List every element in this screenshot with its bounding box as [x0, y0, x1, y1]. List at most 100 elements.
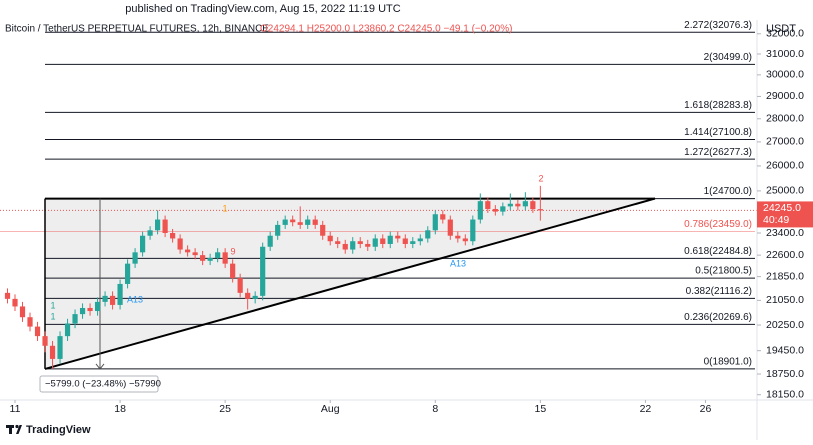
candle-body: [387, 235, 393, 244]
signal-annotation: A13: [450, 258, 466, 268]
candle-body: [79, 307, 86, 315]
candle-body: [440, 214, 446, 220]
candle-body: [230, 263, 236, 279]
measure-box: [39, 375, 159, 393]
candle-body: [64, 323, 71, 337]
candle-body: [402, 238, 408, 244]
candle-body: [537, 209, 543, 211]
candle-body: [27, 317, 33, 327]
y-tick-label: 26000.0: [766, 160, 804, 172]
y-tick-label: 32000.0: [766, 28, 804, 40]
fib-label: 0.236(20269.6): [684, 312, 752, 323]
candle-body: [162, 219, 168, 234]
candle-body: [305, 219, 311, 225]
y-tick-label: 18150.0: [766, 388, 804, 400]
triangle-side: [44, 197, 656, 370]
x-tick-label: 18: [114, 403, 126, 415]
candle-body: [350, 241, 356, 250]
candle-body: [530, 201, 536, 210]
y-axis-label: USDT: [766, 23, 796, 35]
candle-body: [312, 219, 318, 225]
candle-body: [455, 235, 461, 239]
candle-body: [207, 257, 213, 261]
candle-body: [380, 238, 386, 244]
candle-body: [507, 203, 513, 207]
candle-body: [147, 230, 153, 236]
candle-body: [320, 224, 326, 236]
x-tick-label: 22: [640, 403, 652, 415]
y-tick-label: 22600.0: [766, 249, 804, 261]
candle-body: [72, 314, 78, 324]
y-tick-label: 19450.0: [766, 344, 804, 356]
candle-body: [282, 219, 288, 225]
y-tick-label: 21050.0: [766, 294, 804, 306]
signal-annotation: A13: [127, 294, 143, 304]
y-tick-label: 18750.0: [766, 368, 804, 380]
plot-layer: 2.272(32076.3) 2(30499.0) 1.618(28283.8) 1.…: [0, 20, 757, 393]
candle-body: [425, 230, 431, 239]
candle-body: [462, 238, 468, 242]
candle-body: [447, 219, 453, 236]
candle-body: [222, 252, 228, 264]
candle-body: [109, 295, 116, 305]
y-tick-label: 25000.0: [766, 185, 804, 197]
candle-body: [485, 201, 491, 209]
candle-body: [170, 233, 176, 239]
y-tick-label: 29000.0: [766, 90, 804, 102]
y-tick-label: 21850.0: [766, 270, 804, 282]
candle-body: [432, 214, 438, 231]
y-tick-label: 28000.0: [766, 113, 804, 125]
x-tick-label: 15: [535, 403, 547, 415]
fib-label: 0.5(21800.5): [695, 266, 752, 277]
candle-body: [87, 307, 93, 312]
y-tick-label: 31000.0: [766, 48, 804, 60]
candle-body: [357, 241, 363, 244]
ohlc-legend: O24294.1 H25200.0 L23860.2 C24245.0 −49.…: [260, 24, 512, 35]
candle-body: [477, 201, 483, 220]
fib-label: 1.414(27100.8): [684, 127, 752, 138]
symbol-title: Bitcoin / TetherUS PERPETUAL FUTURES, 12…: [5, 24, 269, 35]
fib-label: 2(30499.0): [704, 52, 752, 63]
candle-body: [4, 292, 11, 299]
candle-body: [275, 224, 281, 236]
fib-label: 1.272(26277.3): [684, 147, 752, 158]
candle-body: [34, 326, 41, 337]
x-tick-label: 11: [10, 403, 21, 415]
brand-name: TradingView: [26, 424, 91, 436]
candle-body: [124, 263, 131, 284]
y-tick-label: 23400.0: [766, 227, 804, 239]
candle-body: [470, 219, 476, 242]
countdown-label: 40:49: [763, 214, 789, 226]
fib-label: 1.618(28283.8): [684, 100, 752, 111]
signal-annotation: 9: [230, 246, 235, 256]
price-tag-label: 24245.0: [763, 202, 801, 214]
brand-logo: [6, 424, 22, 434]
candle-body: [515, 203, 521, 207]
published-note: published on TradingView.com, Aug 15, 20…: [125, 3, 400, 15]
x-tick-label: 26: [700, 403, 712, 415]
x-tick-label: 8: [432, 403, 438, 415]
candle-body: [177, 238, 183, 250]
candle-body: [342, 243, 348, 250]
candle-body: [132, 252, 138, 264]
fib-label: 0(18901.0): [704, 357, 752, 368]
candle-body: [185, 249, 191, 253]
candle-body: [215, 252, 221, 258]
candle-body: [365, 243, 371, 247]
candle-body: [492, 208, 498, 212]
signal-annotation: 1: [50, 300, 55, 310]
candle-body: [200, 255, 206, 261]
price-tag: [757, 201, 813, 228]
candle-body: [19, 306, 26, 318]
candle-body: [522, 201, 528, 207]
candle-body: [290, 219, 296, 223]
candle-body: [102, 295, 108, 302]
y-tick-label: 27000.0: [766, 136, 804, 148]
candle-body: [252, 295, 258, 299]
candle-body: [260, 246, 266, 296]
candle-body: [245, 292, 251, 299]
candle-body: [42, 336, 48, 346]
fib-label: 0.786(23459.0): [684, 219, 752, 230]
